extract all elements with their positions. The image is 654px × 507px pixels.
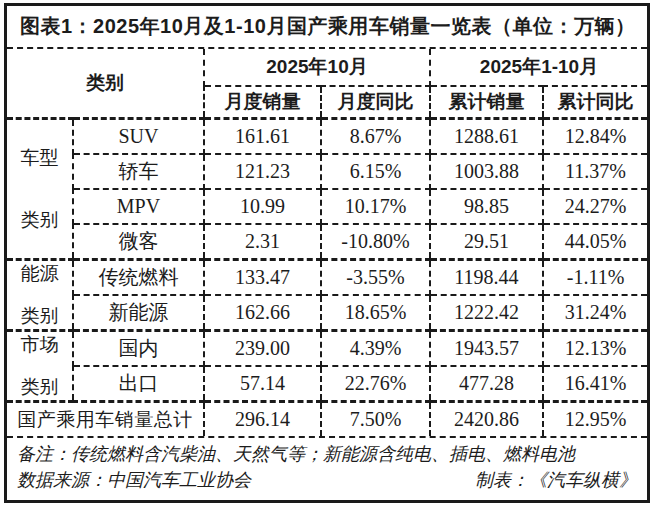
table-row-microvan: 微客 2.31 -10.80% 29.51 44.05% [7,224,647,260]
col-header-cum-sales: 累计销量 [430,86,543,119]
table-row-sedan: 轿车 121.23 6.15% 1003.88 11.37% [7,154,647,189]
table-row-mpv: MPV 10.99 10.17% 98.85 24.27% [7,189,647,224]
cell-cum-sales: 477.28 [430,366,543,402]
group-label-line: 类别 [21,303,59,329]
cell-month-yoy: 10.17% [321,189,430,224]
header-period-month: 2025年10月 [204,49,430,86]
cell-month-yoy: 7.50% [321,402,430,437]
cell-cum-yoy: 24.27% [543,189,647,224]
cell-month-sales: 162.66 [204,295,321,331]
cell-month-sales: 2.31 [204,224,321,260]
row-label: 轿车 [73,154,204,189]
col-header-cum-yoy: 累计同比 [543,86,647,119]
row-label: 新能源 [73,295,204,331]
col-header-month-sales: 月度销量 [204,86,321,119]
cell-cum-yoy: 12.13% [543,331,647,367]
group-label-line: 类别 [21,374,59,400]
table-row-nev: 新能源 162.66 18.65% 1222.42 31.24% [7,295,647,331]
table-footer: 备注：传统燃料含汽柴油、天然气等；新能源含纯电、插电、燃料电池 数据来源：中国汽… [7,436,647,493]
row-label: 出口 [73,366,204,402]
cell-cum-yoy: 31.24% [543,295,647,331]
cell-month-yoy: 22.76% [321,366,430,402]
footnote-credit: 制表：《汽车纵横》 [475,468,637,492]
cell-month-sales: 161.61 [204,119,321,155]
table-row-export: 出口 57.14 22.76% 477.28 16.41% [7,366,647,402]
figure-title: 图表1：2025年10月及1-10月国产乘用车销量一览表（单位：万辆） [7,6,647,49]
cell-cum-sales: 1222.42 [430,295,543,331]
header-period-ytd: 2025年1-10月 [430,49,647,86]
cell-month-yoy: -10.80% [321,224,430,260]
footnote-data-source: 数据来源：中国汽车工业协会 [17,468,251,492]
figure-frame: 图表1：2025年10月及1-10月国产乘用车销量一览表（单位：万辆） 类别 2… [4,3,650,503]
cell-cum-yoy: 16.41% [543,366,647,402]
cell-cum-sales: 1943.57 [430,331,543,367]
sales-table: 类别 2025年10月 2025年1-10月 月度销量 月度同比 累计销量 累计… [7,49,647,436]
header-row-periods: 类别 2025年10月 2025年1-10月 [7,49,647,86]
group-label-line: 市场 [21,332,59,358]
header-category: 类别 [7,49,204,119]
group-label-energy-type: 能源 类别 [7,260,73,331]
cell-month-sales: 296.14 [204,402,321,437]
row-label: 传统燃料 [73,260,204,296]
cell-month-yoy: -3.55% [321,260,430,296]
row-label: 国内 [73,331,204,367]
table-row-traditional-fuel: 能源 类别 传统燃料 133.47 -3.55% 1198.44 -1.11% [7,260,647,296]
table-row-total: 国产乘用车销量总计 296.14 7.50% 2420.86 12.95% [7,402,647,437]
cell-month-yoy: 6.15% [321,154,430,189]
cell-cum-yoy: 44.05% [543,224,647,260]
cell-month-sales: 133.47 [204,260,321,296]
cell-cum-yoy: 12.84% [543,119,647,155]
group-label-line: 车型 [21,145,59,171]
group-label-vehicle-type: 车型 类别 [7,119,73,260]
table-row-domestic: 市场 类别 国内 239.00 4.39% 1943.57 12.13% [7,331,647,367]
cell-cum-yoy: 11.37% [543,154,647,189]
cell-cum-sales: 2420.86 [430,402,543,437]
cell-cum-sales: 29.51 [430,224,543,260]
group-label-line: 类别 [21,207,59,233]
row-label: 微客 [73,224,204,260]
row-label: MPV [73,189,204,224]
cell-cum-sales: 1198.44 [430,260,543,296]
cell-month-yoy: 4.39% [321,331,430,367]
cell-cum-yoy: 12.95% [543,402,647,437]
cell-month-sales: 121.23 [204,154,321,189]
group-label-line: 能源 [21,261,59,287]
cell-month-yoy: 18.65% [321,295,430,331]
cell-cum-sales: 98.85 [430,189,543,224]
footnote-source-row: 数据来源：中国汽车工业协会 制表：《汽车纵横》 [17,467,637,493]
cell-cum-sales: 1288.61 [430,119,543,155]
table-row-suv: 车型 类别 SUV 161.61 8.67% 1288.61 12.84% [7,119,647,155]
cell-cum-sales: 1003.88 [430,154,543,189]
cell-cum-yoy: -1.11% [543,260,647,296]
group-label-market-type: 市场 类别 [7,331,73,402]
cell-month-sales: 10.99 [204,189,321,224]
col-header-month-yoy: 月度同比 [321,86,430,119]
row-label: SUV [73,119,204,155]
cell-month-yoy: 8.67% [321,119,430,155]
total-label: 国产乘用车销量总计 [7,402,204,437]
cell-month-sales: 239.00 [204,331,321,367]
cell-month-sales: 57.14 [204,366,321,402]
footnote-remark: 备注：传统燃料含汽柴油、天然气等；新能源含纯电、插电、燃料电池 [17,441,637,467]
